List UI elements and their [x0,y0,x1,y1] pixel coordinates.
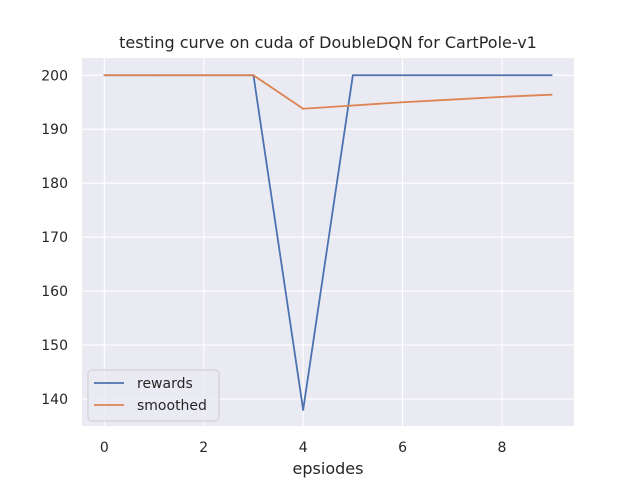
y-tick-label: 140 [41,392,68,408]
y-tick-label: 200 [41,68,68,84]
y-tick-labels: 140 150 160 170 180 190 200 [41,68,68,408]
data-point-rewards [401,74,404,77]
x-gridlines [103,58,503,426]
data-point-smoothed [252,74,255,77]
data-point-smoothed [501,95,503,98]
y-tick-label: 180 [41,176,68,192]
y-tick-label: 190 [41,122,68,138]
y-tick-label: 150 [41,338,68,354]
x-axis-label: epsiodes [293,459,364,478]
data-point-smoothed [550,93,553,96]
y-tick-label: 170 [41,230,68,246]
data-point-smoothed [401,101,404,104]
chart-title: testing curve on cuda of DoubleDQN for C… [119,33,537,52]
x-tick-label: 4 [299,440,308,456]
series-line-smoothed [104,74,552,110]
legend: rewards smoothed [87,369,220,422]
data-point-rewards [351,74,354,77]
data-point-smoothed [153,74,155,77]
x-tick-label: 0 [100,440,109,456]
x-tick-label: 6 [398,440,407,456]
data-point-rewards [302,408,305,411]
x-tick-label: 2 [199,440,208,456]
data-point-rewards [451,74,454,77]
legend-label-rewards: rewards [137,376,193,392]
x-tick-label: 8 [497,440,506,456]
y-tick-label: 160 [41,284,68,300]
data-point-smoothed [351,104,354,107]
data-point-smoothed [103,74,106,77]
data-point-smoothed [202,74,205,77]
data-point-smoothed [302,107,305,110]
legend-label-smoothed: smoothed [137,398,207,414]
data-point-rewards [550,74,553,77]
data-point-smoothed [451,98,454,101]
series-layer [103,74,553,411]
x-tick-labels: 0 2 4 6 8 [100,440,506,456]
data-point-rewards [501,74,503,77]
